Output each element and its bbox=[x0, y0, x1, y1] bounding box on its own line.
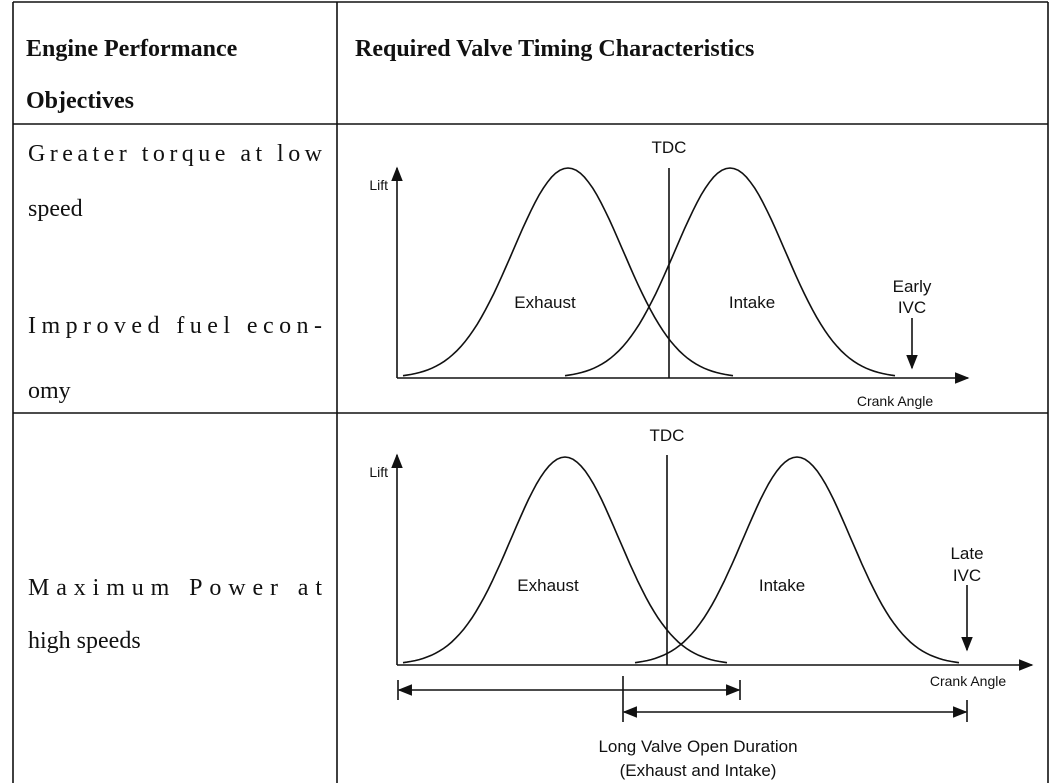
objective: omy bbox=[28, 378, 71, 404]
diagram bbox=[391, 453, 1034, 722]
label: TDC bbox=[650, 426, 685, 445]
lift-curve bbox=[402, 167, 734, 377]
lift-curve bbox=[634, 456, 960, 664]
label: IVC bbox=[953, 566, 981, 585]
lift-curve bbox=[402, 456, 728, 664]
header-cell: Required Valve Timing Characteristics bbox=[355, 36, 754, 62]
label: (Exhaust and Intake) bbox=[620, 761, 777, 780]
objective: high speeds bbox=[28, 628, 141, 654]
header-cell: Objectives bbox=[26, 88, 134, 114]
label: Long Valve Open Duration bbox=[598, 737, 797, 756]
objective: Greater torque at low bbox=[28, 141, 323, 167]
label: Intake bbox=[729, 293, 775, 312]
label: Early bbox=[893, 277, 932, 296]
diagram bbox=[391, 166, 970, 384]
label: Intake bbox=[759, 576, 805, 595]
label: Exhaust bbox=[517, 576, 579, 595]
table-borders bbox=[12, 1, 1049, 783]
label: TDC bbox=[652, 138, 687, 157]
label: Exhaust bbox=[514, 293, 576, 312]
label: IVC bbox=[898, 298, 926, 317]
lift-curve bbox=[564, 167, 896, 377]
header-cell: Engine Performance bbox=[26, 36, 238, 62]
objective: speed bbox=[28, 196, 83, 222]
objective: Improved fuel econ- bbox=[28, 313, 322, 339]
label: Crank Angle bbox=[930, 673, 1006, 689]
label: Late bbox=[950, 544, 983, 563]
objective: Maximum Power at bbox=[28, 575, 322, 601]
label: Crank Angle bbox=[857, 393, 933, 409]
label: Lift bbox=[369, 177, 388, 193]
label: Lift bbox=[369, 464, 388, 480]
